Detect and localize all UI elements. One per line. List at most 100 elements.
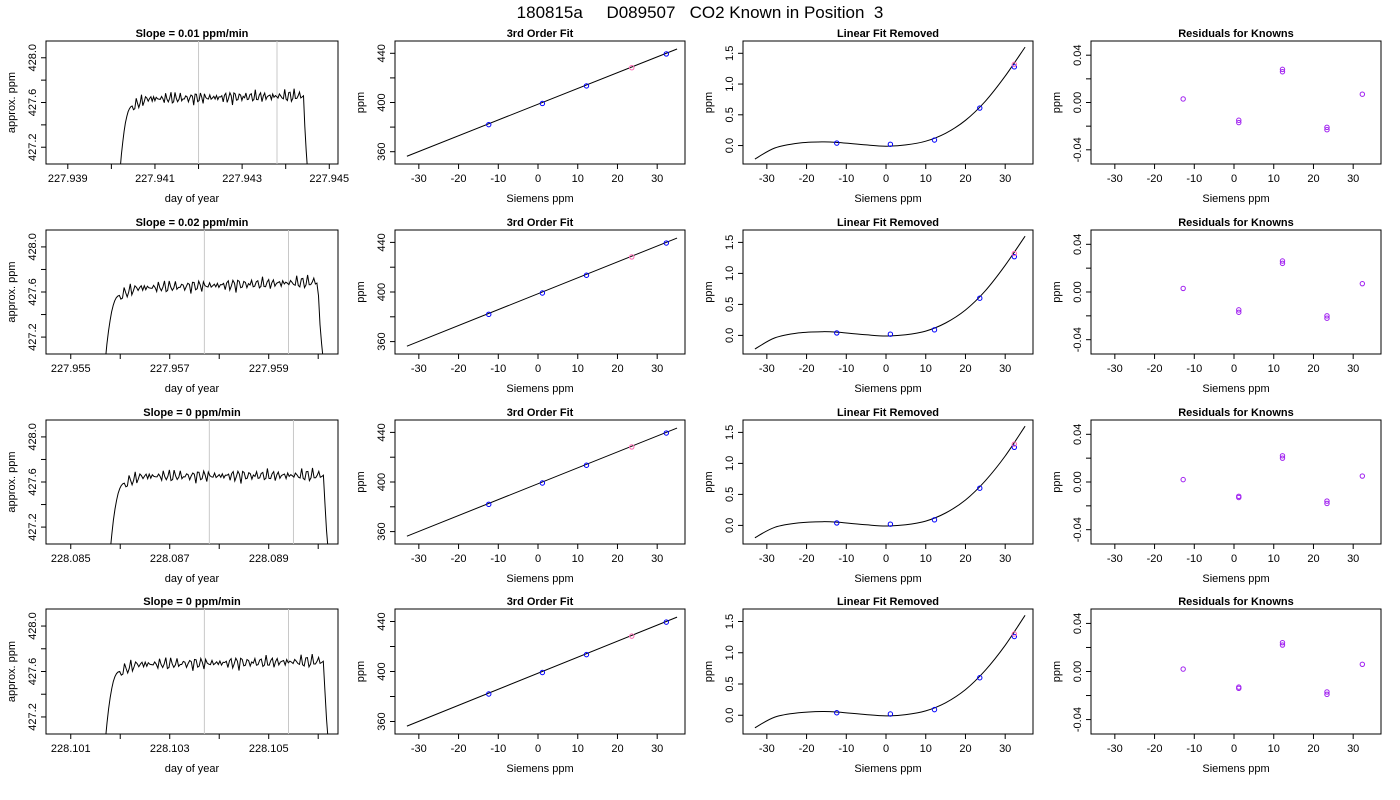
plot-frame [45, 419, 339, 545]
panel-title: Residuals for Knowns [1178, 596, 1294, 608]
panel-residual-curve-3: Linear Fit Removed Siemens ppm ppm -30 -20 -1… [703, 407, 1034, 585]
data-point [486, 121, 492, 128]
y-tick-label: -0.04 [1072, 707, 1084, 732]
y-tick-label: 427.2 [27, 323, 39, 351]
y-tick-label: 428.0 [27, 423, 39, 451]
x-tick-label: -10 [838, 743, 854, 755]
plot-area [105, 609, 329, 734]
y-tick-label: 0.5 [724, 487, 736, 502]
x-axis-label: Siemens ppm [1202, 763, 1269, 775]
residual-point [1279, 642, 1286, 648]
x-tick-label: 20 [1307, 743, 1319, 755]
y-tick-label: 0.04 [1072, 613, 1084, 634]
x-tick-label: 0 [535, 363, 541, 375]
x-tick-label: 30 [1347, 553, 1359, 565]
y-tick-label: 0.04 [1072, 424, 1084, 445]
plot-area [1180, 66, 1366, 133]
y-axis-label: approx. ppm [6, 72, 18, 133]
residual-point [1324, 315, 1330, 321]
fit-line [406, 616, 678, 727]
x-tick-label: 30 [1347, 363, 1359, 375]
y-tick-label: 0.04 [1072, 234, 1084, 255]
panel-title: 3rd Order Fit [507, 596, 574, 608]
x-tick-label: -20 [451, 553, 467, 565]
x-axis-label: Siemens ppm [854, 193, 921, 205]
residual-point [1236, 119, 1242, 126]
x-tick-label: 227.955 [51, 363, 91, 375]
x-tick-label: -30 [759, 173, 775, 185]
plot-frame [1090, 40, 1382, 165]
plot-frame [742, 40, 1034, 165]
x-tick-label: 10 [1268, 553, 1280, 565]
y-axis-label: ppm [355, 661, 367, 682]
x-axis-label: day of year [165, 573, 220, 585]
data-point [1011, 631, 1018, 637]
y-tick-label: 1.0 [724, 456, 736, 471]
data-point [663, 240, 670, 246]
residual-point [1236, 307, 1242, 313]
x-tick-label: 0 [883, 363, 889, 375]
x-tick-label: 10 [572, 363, 584, 375]
y-tick-label: 1.0 [724, 266, 736, 281]
x-tick-label: 0 [535, 173, 541, 185]
data-point [931, 517, 938, 523]
x-tick-label: -10 [490, 743, 506, 755]
residual-point [1279, 69, 1286, 75]
data-point [583, 272, 590, 278]
panel-title: 3rd Order Fit [507, 28, 574, 40]
panel-residual-curve-4: Linear Fit Removed Siemens ppm ppm -30 -20 -1… [703, 596, 1034, 775]
x-tick-label: -10 [490, 553, 506, 565]
residual-point [1324, 124, 1330, 131]
y-tick-label: 0.0 [724, 518, 736, 533]
plot-area [406, 616, 678, 727]
x-tick-label: 0 [883, 553, 889, 565]
data-point [663, 430, 670, 436]
x-axis-label: day of year [165, 383, 220, 395]
data-point [887, 331, 894, 337]
y-tick-label: 0.00 [1072, 92, 1084, 113]
y-tick-label: 360 [376, 712, 388, 730]
panel-fit-4: 3rd Order Fit Siemens ppm ppm -30 -20 -10 0 10 2… [355, 596, 686, 775]
x-tick-label: -10 [1186, 553, 1202, 565]
x-tick-label: 228.087 [150, 553, 190, 565]
data-point [977, 485, 983, 491]
y-tick-label: -0.04 [1072, 137, 1084, 162]
y-tick-label: 427.2 [27, 133, 39, 161]
x-tick-label: 227.959 [249, 363, 289, 375]
panel-fit-1: 3rd Order Fit Siemens ppm ppm -30 -20 -10 0 10 2… [355, 28, 686, 205]
panel-residual-points-2: Residuals for Knowns Siemens ppm ppm -30 -20… [1051, 217, 1382, 395]
x-tick-label: -20 [799, 363, 815, 375]
y-tick-label: 1.0 [724, 645, 736, 660]
ppm-trace-line [120, 88, 308, 164]
y-tick-label: 400 [376, 283, 388, 301]
data-point [629, 254, 635, 260]
data-point [629, 633, 635, 639]
x-axis-label: Siemens ppm [854, 573, 921, 585]
residual-point [1279, 639, 1286, 646]
x-tick-label: 227.939 [48, 173, 88, 185]
x-tick-label: -30 [1107, 173, 1123, 185]
panel-trace-4: Slope = 0 ppm/min day of year approx. ppm 2… [6, 596, 339, 775]
y-tick-label: 427.2 [27, 703, 39, 731]
y-tick-label: 0.04 [1072, 44, 1084, 65]
y-tick-label: 1.0 [724, 76, 736, 91]
x-tick-label: 228.085 [51, 553, 91, 565]
y-tick-label: 1.5 [724, 235, 736, 250]
panel-residual-points-1: Residuals for Knowns Siemens ppm ppm -30 -20… [1051, 28, 1382, 205]
ppm-trace-line [110, 467, 329, 544]
x-tick-label: 20 [959, 173, 971, 185]
plot-frame [742, 608, 1034, 735]
residual-point [1359, 91, 1366, 97]
x-tick-label: -30 [1107, 743, 1123, 755]
x-tick-label: -20 [451, 743, 467, 755]
x-tick-label: -10 [838, 553, 854, 565]
panel-title: Linear Fit Removed [837, 28, 939, 40]
x-tick-label: -10 [838, 363, 854, 375]
panel-residual-curve-2: Linear Fit Removed Siemens ppm ppm -30 -20 -1… [703, 217, 1034, 395]
plot-frame [1090, 229, 1382, 355]
plot-frame [742, 229, 1034, 355]
y-tick-label: 0.0 [724, 708, 736, 723]
x-tick-label: -10 [490, 363, 506, 375]
ppm-trace-line [105, 274, 324, 354]
x-tick-label: 10 [920, 743, 932, 755]
